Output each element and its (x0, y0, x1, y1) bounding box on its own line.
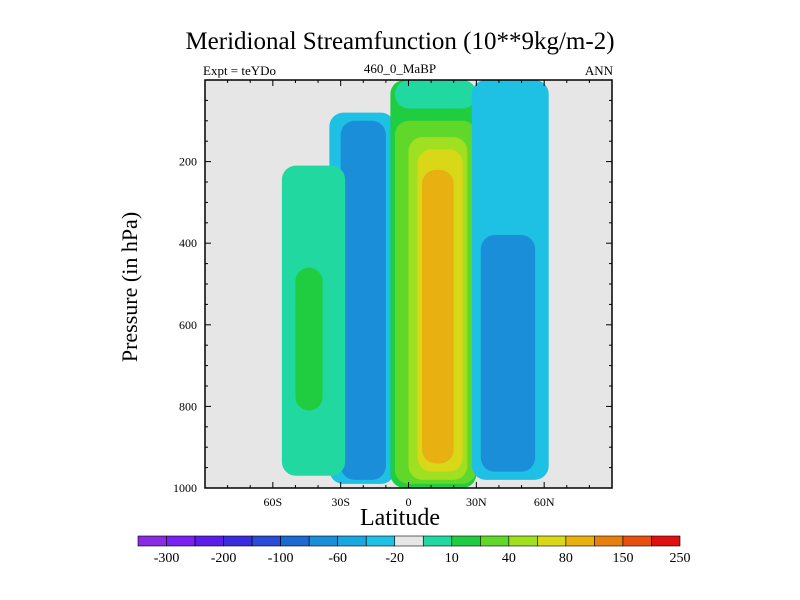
contour-region-1 (340, 120, 386, 480)
x-tick-label: 30N (466, 495, 487, 509)
colorbar-swatch (537, 535, 567, 547)
colorbar-label: -20 (385, 551, 404, 566)
contour-region-5 (394, 80, 477, 109)
y-tick-label: 600 (179, 318, 197, 332)
y-tick-label: 200 (179, 155, 197, 169)
colorbar-label: 40 (502, 551, 516, 566)
colorbar-label: 250 (670, 551, 691, 566)
colorbar-swatch (251, 535, 281, 547)
colorbar-label: 10 (445, 551, 459, 566)
colorbar-label: -200 (211, 551, 237, 566)
experiment-label: Expt = teYDo (203, 63, 277, 78)
colorbar-swatch (480, 535, 510, 547)
x-tick-label: 60S (263, 495, 282, 509)
contour-region-3 (295, 267, 323, 411)
colorbar-swatch (337, 535, 367, 547)
colorbar-swatch (166, 535, 196, 547)
y-tick-label: 1000 (173, 481, 197, 495)
colorbar-swatch (365, 535, 396, 547)
colorbar-swatch (622, 535, 652, 547)
colorbar-label: -60 (328, 551, 347, 566)
x-tick-label: 30S (331, 495, 350, 509)
colorbar-swatch (223, 535, 253, 547)
colorbar-swatch (422, 535, 453, 547)
colorbar-swatch (594, 535, 624, 547)
colorbar-swatch (651, 535, 681, 547)
y-tick-label: 400 (179, 236, 197, 250)
colorbar-swatch (137, 535, 167, 547)
colorbar-label: -100 (268, 551, 294, 566)
contour-region-9 (422, 169, 454, 464)
colorbar-label: 80 (559, 551, 573, 566)
colorbar-swatch (194, 535, 224, 547)
colorbar-label: 150 (612, 551, 633, 566)
y-tick-label: 800 (179, 399, 197, 413)
colorbar-swatch (565, 535, 595, 547)
colorbar-swatch (451, 535, 481, 547)
colorbar-swatch (280, 535, 310, 547)
x-tick-label: 0 (406, 495, 412, 509)
season-label: ANN (584, 63, 613, 78)
chart-title: Meridional Streamfunction (10**9kg/m-2) (185, 28, 615, 55)
period-label: 460_0_MaBP (363, 61, 437, 76)
colorbar-swatch (394, 535, 424, 547)
colorbar-label: -300 (154, 551, 180, 566)
contour-region-11 (480, 235, 536, 472)
colorbar-swatch (508, 535, 538, 547)
x-axis-label: Latitude (360, 505, 440, 531)
colorbar-swatch (308, 535, 338, 547)
x-tick-label: 60N (534, 495, 555, 509)
